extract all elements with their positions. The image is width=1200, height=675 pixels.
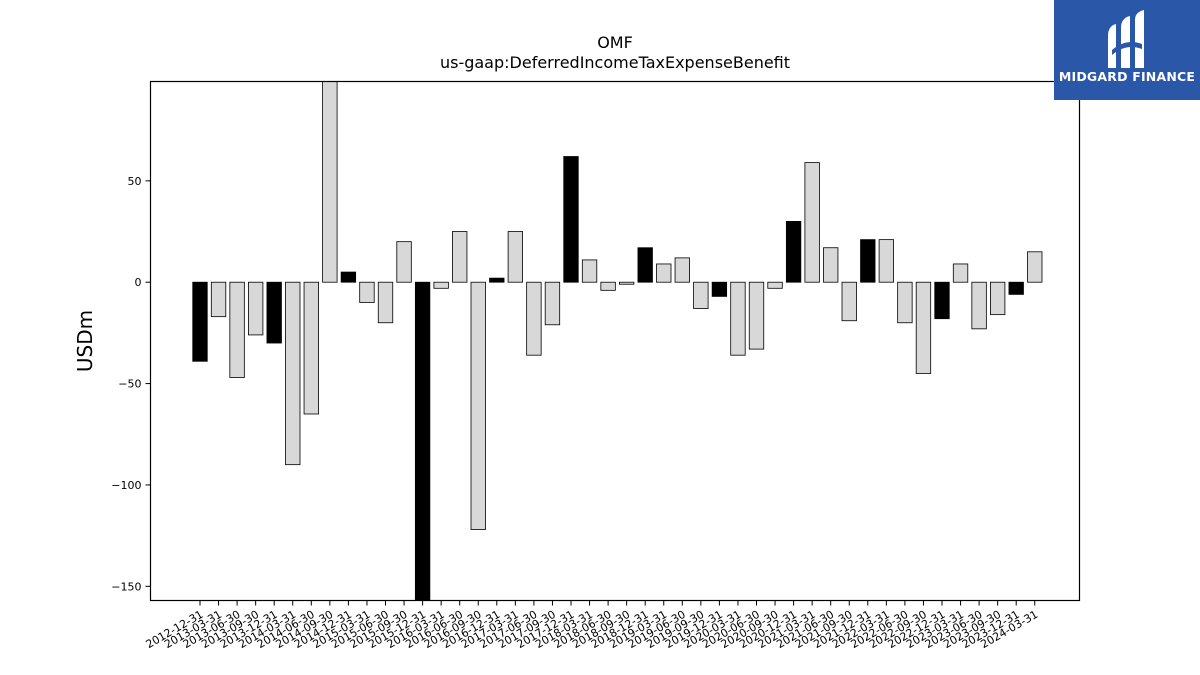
bar-2014-12-31	[340, 271, 357, 283]
bar-2014-03-31	[285, 281, 301, 466]
bar-2017-06-30	[526, 281, 542, 356]
bar-2015-06-30	[377, 281, 394, 324]
logo-text: MIDGARD FINANCE	[1058, 69, 1196, 84]
bar-2020-09-30	[767, 281, 783, 289]
bar-2017-03-31	[507, 231, 524, 283]
midgard-finance-logo: MIDGARD FINANCE	[1054, 0, 1200, 100]
bar-2013-09-30	[247, 281, 264, 336]
bar-2013-03-31	[210, 281, 227, 318]
bar-2013-06-30	[229, 281, 245, 378]
bar-2016-06-30	[452, 231, 468, 283]
bar-2021-09-30	[841, 281, 857, 322]
bar-2020-03-31	[730, 281, 746, 356]
bar-2023-09-30	[990, 281, 1006, 316]
midgard-logo-icon	[1108, 10, 1144, 68]
bar-2022-12-31	[934, 281, 950, 320]
y-tick-label: −150	[111, 580, 141, 593]
y-tick-label: −50	[118, 378, 141, 391]
bar-2018-03-31	[581, 259, 598, 283]
plot-frame	[149, 80, 1081, 602]
bar-2016-09-30	[470, 281, 486, 530]
bar-2015-03-31	[359, 281, 375, 303]
y-tick-label: 50	[128, 175, 142, 188]
bar-2023-06-30	[971, 281, 987, 330]
bar-2022-06-30	[897, 281, 913, 324]
bar-2019-03-31	[656, 263, 672, 283]
bar-2021-12-31	[860, 239, 876, 283]
bar-2015-12-31	[414, 281, 431, 601]
y-tick-label: 0	[135, 276, 142, 289]
bar-2024-03-31	[1027, 251, 1043, 283]
bar-2017-12-31	[563, 156, 579, 283]
bar-2017-09-30	[544, 281, 561, 326]
bar-2018-12-31	[637, 247, 653, 283]
y-tick-label: −100	[111, 479, 141, 492]
bar-2014-06-30	[303, 281, 319, 415]
bar-2019-09-30	[693, 281, 709, 309]
bar-2022-03-31	[878, 239, 894, 283]
bar-2015-09-30	[396, 241, 412, 283]
bar-2019-06-30	[674, 257, 690, 283]
bar-2021-03-31	[804, 162, 820, 283]
bar-2023-03-31	[952, 263, 969, 283]
chart-title: OMF	[597, 33, 633, 52]
bar-2018-06-30	[600, 281, 616, 291]
bar-2014-09-30	[322, 81, 338, 283]
y-axis-label: USDm	[73, 310, 97, 372]
y-axis-ticks: 50 0 −50 −100 −150	[111, 175, 151, 593]
bar-2016-12-31	[489, 277, 505, 283]
chart-subtitle: us-gaap:DeferredIncomeTaxExpenseBenefit	[440, 53, 790, 72]
bar-2012-12-31	[192, 281, 208, 362]
bar-2016-03-31	[433, 281, 449, 289]
bars-group	[192, 81, 1043, 601]
x-axis-ticks: 2012-12-312013-03-312013-06-302013-09-30…	[144, 600, 1040, 651]
bar-2022-09-30	[915, 281, 932, 374]
bar-2020-06-30	[748, 281, 765, 350]
bar-2019-12-31	[711, 281, 728, 297]
bar-2013-12-31	[266, 281, 282, 344]
bar-2023-12-31	[1008, 281, 1024, 295]
bar-2021-06-30	[823, 247, 839, 283]
bar-2018-09-30	[619, 281, 635, 285]
bar-2020-12-31	[785, 220, 802, 283]
